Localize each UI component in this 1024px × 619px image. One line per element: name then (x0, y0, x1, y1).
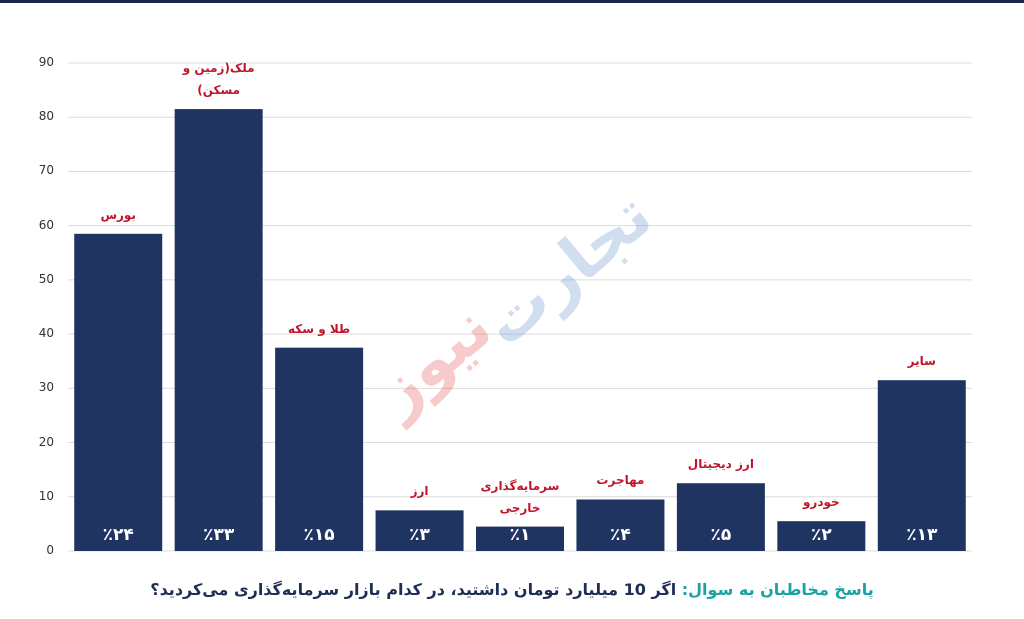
category-label: ملک(زمین و مسکن) (182, 61, 255, 98)
bar-annotation: ٪۱۵ (303, 525, 335, 545)
bar-annotation: ٪۳۳ (203, 525, 235, 545)
category-label: ارز دیجیتال (687, 457, 754, 472)
category-label: مهاجرت (596, 473, 645, 488)
bar-annotation: ٪۱۳ (906, 525, 938, 545)
y-tick-label: 70 (38, 163, 54, 178)
plot (68, 62, 972, 552)
bar-annotation: ٪۳ (409, 525, 430, 545)
y-tick-label: 50 (38, 271, 54, 286)
bar (375, 510, 464, 551)
y-tick-label: 30 (38, 380, 54, 395)
bar-annotation: ٪۴ (610, 525, 631, 545)
y-tick-label: 40 (38, 326, 54, 341)
bar (476, 526, 564, 551)
y-tick-label: 60 (38, 217, 54, 232)
category-label: طلا و سکه (287, 321, 351, 336)
chart-title: پاسخ مخاطبان به سوال: اگر 10 میلیارد توم… (0, 580, 1024, 599)
y-tick-label: 80 (38, 109, 54, 124)
bar-annotation: ٪۵ (710, 525, 732, 545)
bar (576, 499, 665, 551)
y-tick-label: 10 (38, 488, 54, 503)
bar (174, 109, 263, 551)
category-label: بورس (100, 207, 136, 222)
bar (777, 521, 866, 551)
bar (74, 233, 163, 552)
title-lead: پاسخ مخاطبان به سوال: (681, 580, 874, 599)
y-tick-label: 0 (46, 543, 54, 557)
bar-annotation: ٪۱ (509, 525, 531, 545)
y-tick-label: 20 (38, 434, 54, 449)
category-label: سرمایه‌گذاری خارجی (480, 478, 560, 515)
bar-annotation: ٪۲۴ (102, 525, 134, 545)
bar-annotation: ٪۲ (810, 525, 832, 545)
title-question: اگر 10 میلیارد تومان داشتید، در کدام باز… (150, 580, 677, 599)
category-label: ارز (410, 484, 429, 499)
bar (877, 380, 966, 551)
category-label: خودرو (802, 495, 840, 510)
bar (676, 483, 765, 551)
y-tick-label: 90 (38, 55, 54, 69)
bar (275, 347, 364, 551)
category-label: سایر (907, 354, 936, 369)
